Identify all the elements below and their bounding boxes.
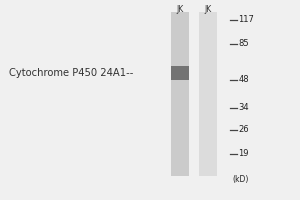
Text: 19: 19 bbox=[238, 150, 249, 158]
Text: (kD): (kD) bbox=[232, 175, 249, 184]
Text: 48: 48 bbox=[238, 75, 249, 84]
Text: 85: 85 bbox=[238, 40, 249, 48]
Text: 26: 26 bbox=[238, 126, 249, 134]
Text: Cytochrome P450 24A1--: Cytochrome P450 24A1-- bbox=[9, 68, 134, 78]
Text: JK: JK bbox=[205, 5, 212, 14]
Text: JK: JK bbox=[176, 5, 184, 14]
Bar bbox=[171, 12, 189, 176]
Bar bbox=[171, 66, 189, 80]
Bar bbox=[200, 12, 217, 176]
Text: 34: 34 bbox=[238, 104, 249, 112]
Text: 117: 117 bbox=[238, 16, 254, 24]
